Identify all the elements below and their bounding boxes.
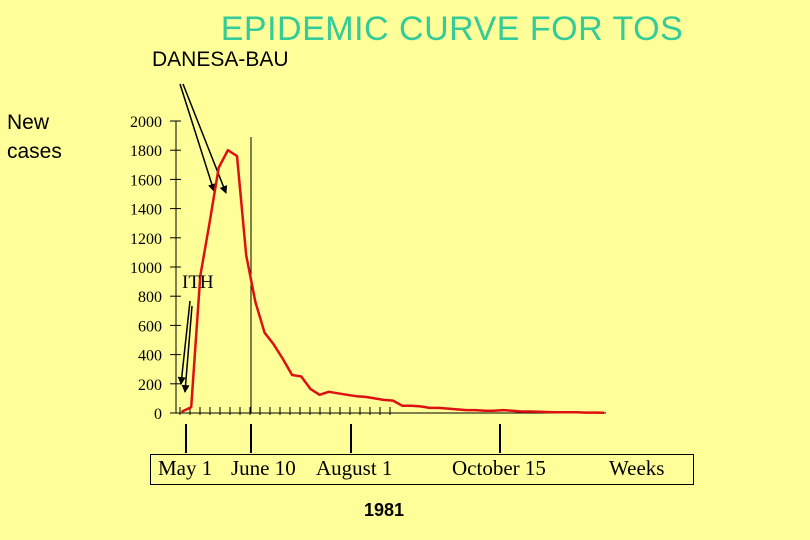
- data-point: [392, 399, 394, 402]
- data-point: [493, 410, 495, 412]
- y-tick-label-1600: 1600: [130, 172, 162, 189]
- data-point: [502, 409, 504, 411]
- data-point: [456, 408, 459, 411]
- timeline-label-june: June 10: [231, 456, 296, 480]
- ith-annotation: ITH: [182, 272, 214, 293]
- y-tick-label-0: 0: [154, 406, 162, 423]
- series-line-0: [181, 148, 605, 414]
- y-tick-label-1400: 1400: [130, 202, 162, 219]
- data-point: [575, 411, 578, 414]
- arrow-3: [177, 300, 191, 385]
- year-label: 1981: [364, 500, 405, 520]
- data-point: [199, 274, 202, 277]
- data-point: [603, 411, 605, 414]
- data-point: [236, 155, 238, 157]
- data-point: [419, 405, 422, 408]
- data-point: [217, 166, 220, 169]
- arrow-4: [181, 305, 193, 393]
- timeline-label-may: May 1: [158, 456, 213, 480]
- data-point: [208, 222, 211, 224]
- data-point: [291, 374, 293, 376]
- data-point: [254, 301, 257, 303]
- data-point: [181, 410, 183, 413]
- timeline-box: [150, 454, 694, 485]
- timeline-label-weeks: Weeks: [609, 456, 665, 480]
- timeline-label-august: August 1: [316, 456, 393, 480]
- data-point: [245, 254, 248, 257]
- data-point: [318, 393, 321, 396]
- series-group: [181, 148, 605, 414]
- data-point: [373, 397, 376, 400]
- data-point: [566, 411, 569, 414]
- data-point: [557, 411, 559, 414]
- y-tick-label-1800: 1800: [130, 143, 162, 160]
- data-point: [272, 343, 275, 346]
- data-point: [346, 393, 348, 396]
- chart-subtitle: DANESA-BAU: [152, 48, 289, 71]
- data-point: [410, 404, 413, 407]
- arrow-2: [182, 83, 228, 194]
- data-point: [511, 410, 514, 412]
- data-point: [327, 391, 330, 393]
- data-point: [474, 409, 477, 411]
- arrow-1: [179, 83, 216, 192]
- data-point: [190, 406, 192, 408]
- y-tick-label-400: 400: [138, 348, 162, 365]
- data-point: [300, 375, 303, 378]
- data-point: [337, 392, 339, 395]
- data-point: [383, 399, 385, 401]
- y-tick-label-200: 200: [138, 377, 162, 394]
- data-point: [438, 407, 440, 409]
- data-point: [263, 331, 266, 334]
- data-point: [447, 407, 449, 410]
- annotation-arrows: [177, 83, 228, 393]
- data-point: [465, 409, 468, 411]
- data-point: [309, 388, 312, 390]
- data-point: [584, 411, 587, 414]
- data-point: [282, 358, 284, 360]
- y-tick-label-800: 800: [138, 289, 162, 306]
- data-point: [227, 149, 229, 151]
- y-tick-label-1000: 1000: [130, 260, 162, 277]
- data-point: [594, 411, 596, 414]
- data-point: [428, 407, 431, 409]
- data-point: [483, 410, 486, 412]
- y-tick-label-2000: 2000: [130, 114, 162, 131]
- chart-title: EPIDEMIC CURVE FOR TOS: [220, 10, 684, 48]
- y-axis: 0 200 400 600 800 1000 1200 1400 1600 1800 2000: [130, 114, 181, 423]
- data-point: [355, 395, 358, 398]
- data-point: [364, 396, 367, 398]
- data-point: [529, 410, 532, 413]
- data-point: [548, 411, 550, 413]
- data-point: [520, 410, 523, 413]
- y-axis-label: New cases: [7, 111, 62, 163]
- y-tick-label-1200: 1200: [130, 231, 162, 248]
- timeline-label-october: October 15: [452, 456, 546, 480]
- data-point: [401, 404, 403, 407]
- y-tick-label-600: 600: [138, 318, 162, 335]
- data-point: [538, 411, 541, 413]
